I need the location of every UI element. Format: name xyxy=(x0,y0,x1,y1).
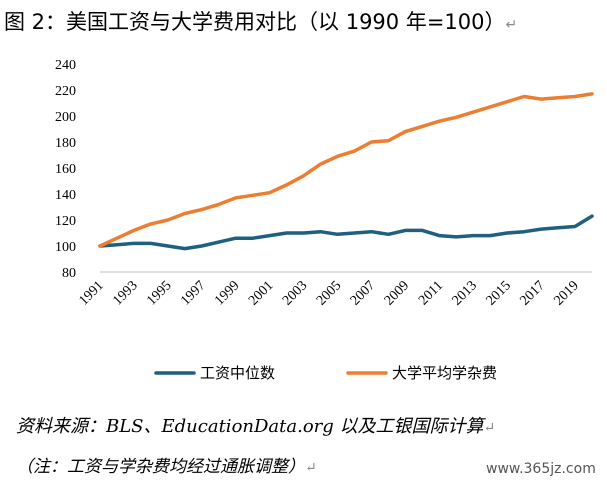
x-tick-label: 2015 xyxy=(484,278,514,308)
x-tick-label: 2009 xyxy=(382,278,412,308)
x-tick-label: 1999 xyxy=(212,278,242,308)
y-tick-label: 220 xyxy=(55,84,76,99)
x-tick-label: 2011 xyxy=(416,278,446,308)
x-tick-label: 1993 xyxy=(110,278,140,308)
x-tick-label: 2013 xyxy=(450,278,480,308)
x-tick-label: 2005 xyxy=(314,278,344,308)
y-tick-label: 240 xyxy=(55,58,76,73)
paragraph-mark: ↵ xyxy=(483,420,496,436)
x-tick-label: 1995 xyxy=(144,278,174,308)
series-line-college-tuition xyxy=(98,92,594,248)
y-tick-label: 140 xyxy=(55,188,76,203)
x-tick-label: 2017 xyxy=(518,278,548,308)
y-axis-ticks: 80 100 120 140 160 180 200 220 240 xyxy=(55,58,76,281)
y-tick-label: 80 xyxy=(62,266,76,281)
legend-label: 工资中位数 xyxy=(200,364,275,382)
watermark: www.365jz.com xyxy=(486,461,596,477)
x-tick-label: 2003 xyxy=(280,278,310,308)
legend: 工资中位数 大学平均学杂费 xyxy=(154,364,497,382)
adjustment-note: （注：工资与学杂费均经过通胀调整）↵ xyxy=(16,457,317,477)
y-tick-label: 200 xyxy=(55,110,76,125)
source-note: 资料来源：BLS、EducationData.org 以及工银国际计算↵ xyxy=(16,416,496,437)
chart-title: 图 2：美国工资与大学费用对比（以 1990 年=100）↵ xyxy=(4,10,518,34)
x-axis-ticks: 1991 1993 1995 1997 1999 2001 2003 2005 2007 2009… xyxy=(76,278,581,308)
y-tick-label: 120 xyxy=(55,214,76,229)
paragraph-mark: ↵ xyxy=(305,460,317,476)
legend-label: 大学平均学杂费 xyxy=(392,364,497,382)
y-tick-label: 160 xyxy=(55,162,76,177)
y-tick-label: 100 xyxy=(55,240,76,255)
x-tick-label: 2019 xyxy=(551,278,581,308)
y-tick-label: 180 xyxy=(55,136,76,151)
x-tick-label: 1991 xyxy=(76,278,106,308)
x-tick-label: 2007 xyxy=(348,278,378,308)
series-lines xyxy=(98,92,594,251)
paragraph-mark: ↵ xyxy=(505,17,518,33)
x-tick-label: 1997 xyxy=(178,278,208,308)
series-line-median-wage xyxy=(98,214,594,251)
x-tick-label: 2001 xyxy=(246,278,276,308)
